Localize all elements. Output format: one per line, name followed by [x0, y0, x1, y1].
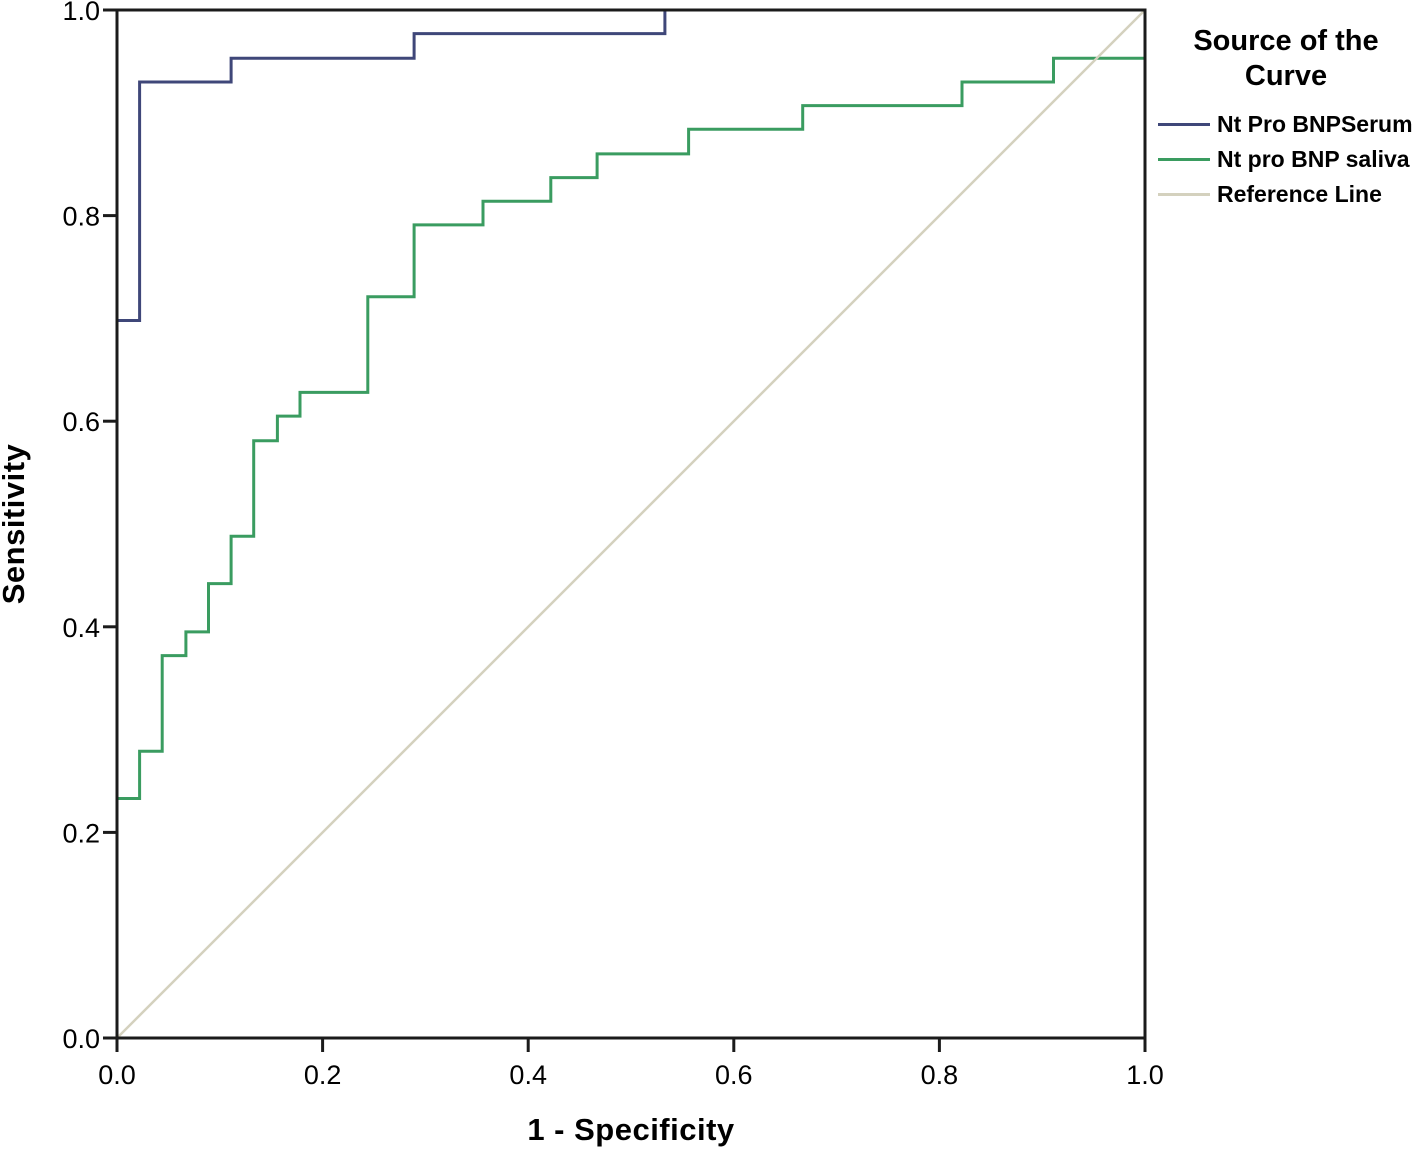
- y-tick-label: 0.6: [62, 407, 100, 437]
- series-line-2: [116, 9, 1146, 1039]
- series-line-0: [115, 8, 1145, 1038]
- y-tick-label: 0.0: [62, 1024, 100, 1054]
- legend-entry: Nt pro BNP saliva: [1158, 146, 1414, 173]
- y-tick-label: 0.8: [62, 202, 100, 232]
- legend-swatch-line: [1158, 123, 1210, 127]
- legend-title: Source of the Curve: [1193, 25, 1379, 93]
- x-tick-label: 0.2: [304, 1060, 342, 1090]
- x-axis-title: 1 - Specificity: [527, 1112, 735, 1147]
- legend-entry: Reference Line: [1158, 181, 1414, 208]
- legend: Source of the Curve Nt Pro BNPSerum Nt pr…: [1158, 24, 1414, 207]
- y-tick-label: 0.2: [62, 818, 100, 848]
- y-tick-label: 1.0: [62, 0, 100, 26]
- x-tick-label: 0.4: [509, 1060, 547, 1090]
- legend-entry-label: Reference Line: [1217, 181, 1382, 208]
- legend-entry: Nt Pro BNPSerum: [1158, 111, 1414, 138]
- x-tick-label: 0.0: [98, 1060, 136, 1090]
- legend-entry-label: Nt pro BNP saliva: [1217, 146, 1410, 173]
- plot-frame: [115, 8, 1147, 1040]
- legend-swatch-line: [1158, 158, 1210, 162]
- legend-entry-label: Nt Pro BNPSerum: [1217, 111, 1413, 138]
- series-line-1: [115, 56, 1145, 1038]
- x-tick-label: 1.0: [1126, 1060, 1164, 1090]
- y-tick-label: 0.4: [62, 613, 100, 643]
- x-tick-label: 0.8: [921, 1060, 959, 1090]
- x-tick-label: 0.6: [715, 1060, 753, 1090]
- y-axis-title: Sensitivity: [0, 443, 31, 605]
- legend-entries: Nt Pro BNPSerum Nt pro BNP saliva Referenc…: [1158, 111, 1414, 208]
- legend-swatch-line: [1158, 193, 1210, 197]
